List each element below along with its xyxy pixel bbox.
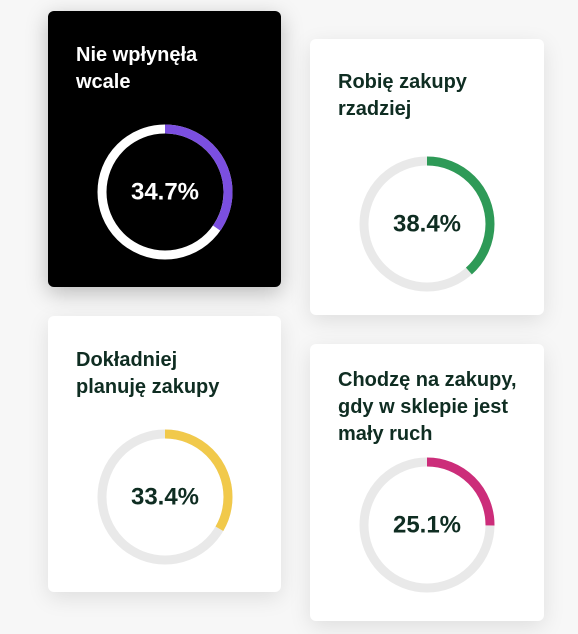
donut-value-label: 25.1%: [393, 512, 461, 539]
card-not-affected: Nie wpłynęła wcale 34.7%: [48, 11, 281, 287]
donut-chart: 38.4%: [359, 156, 495, 292]
card-shop-less-often: Robię zakupy rzadziej 38.4%: [310, 39, 544, 315]
donut-chart: 33.4%: [97, 429, 233, 565]
card-title: Robię zakupy rzadziej: [338, 71, 467, 120]
card-title: Dokładniej planuję zakupy: [76, 349, 220, 398]
donut-arc: [359, 457, 495, 593]
card-shop-when-quiet: Chodzę na zakupy, gdy w sklepie jest mał…: [310, 344, 544, 621]
donut-value-label: 38.4%: [393, 211, 461, 238]
donut-value-label: 34.7%: [131, 179, 199, 206]
card-title: Nie wpłynęła wcale: [76, 44, 198, 93]
donut-arc: [97, 124, 233, 260]
donut-arc: [359, 156, 495, 292]
donut-chart: 34.7%: [97, 124, 233, 260]
card-plan-more-carefully: Dokładniej planuję zakupy 33.4%: [48, 316, 281, 592]
card-title: Chodzę na zakupy, gdy w sklepie jest mał…: [338, 369, 517, 445]
donut-value-label: 33.4%: [131, 484, 199, 511]
donut-arc: [97, 429, 233, 565]
donut-chart: 25.1%: [359, 457, 495, 593]
